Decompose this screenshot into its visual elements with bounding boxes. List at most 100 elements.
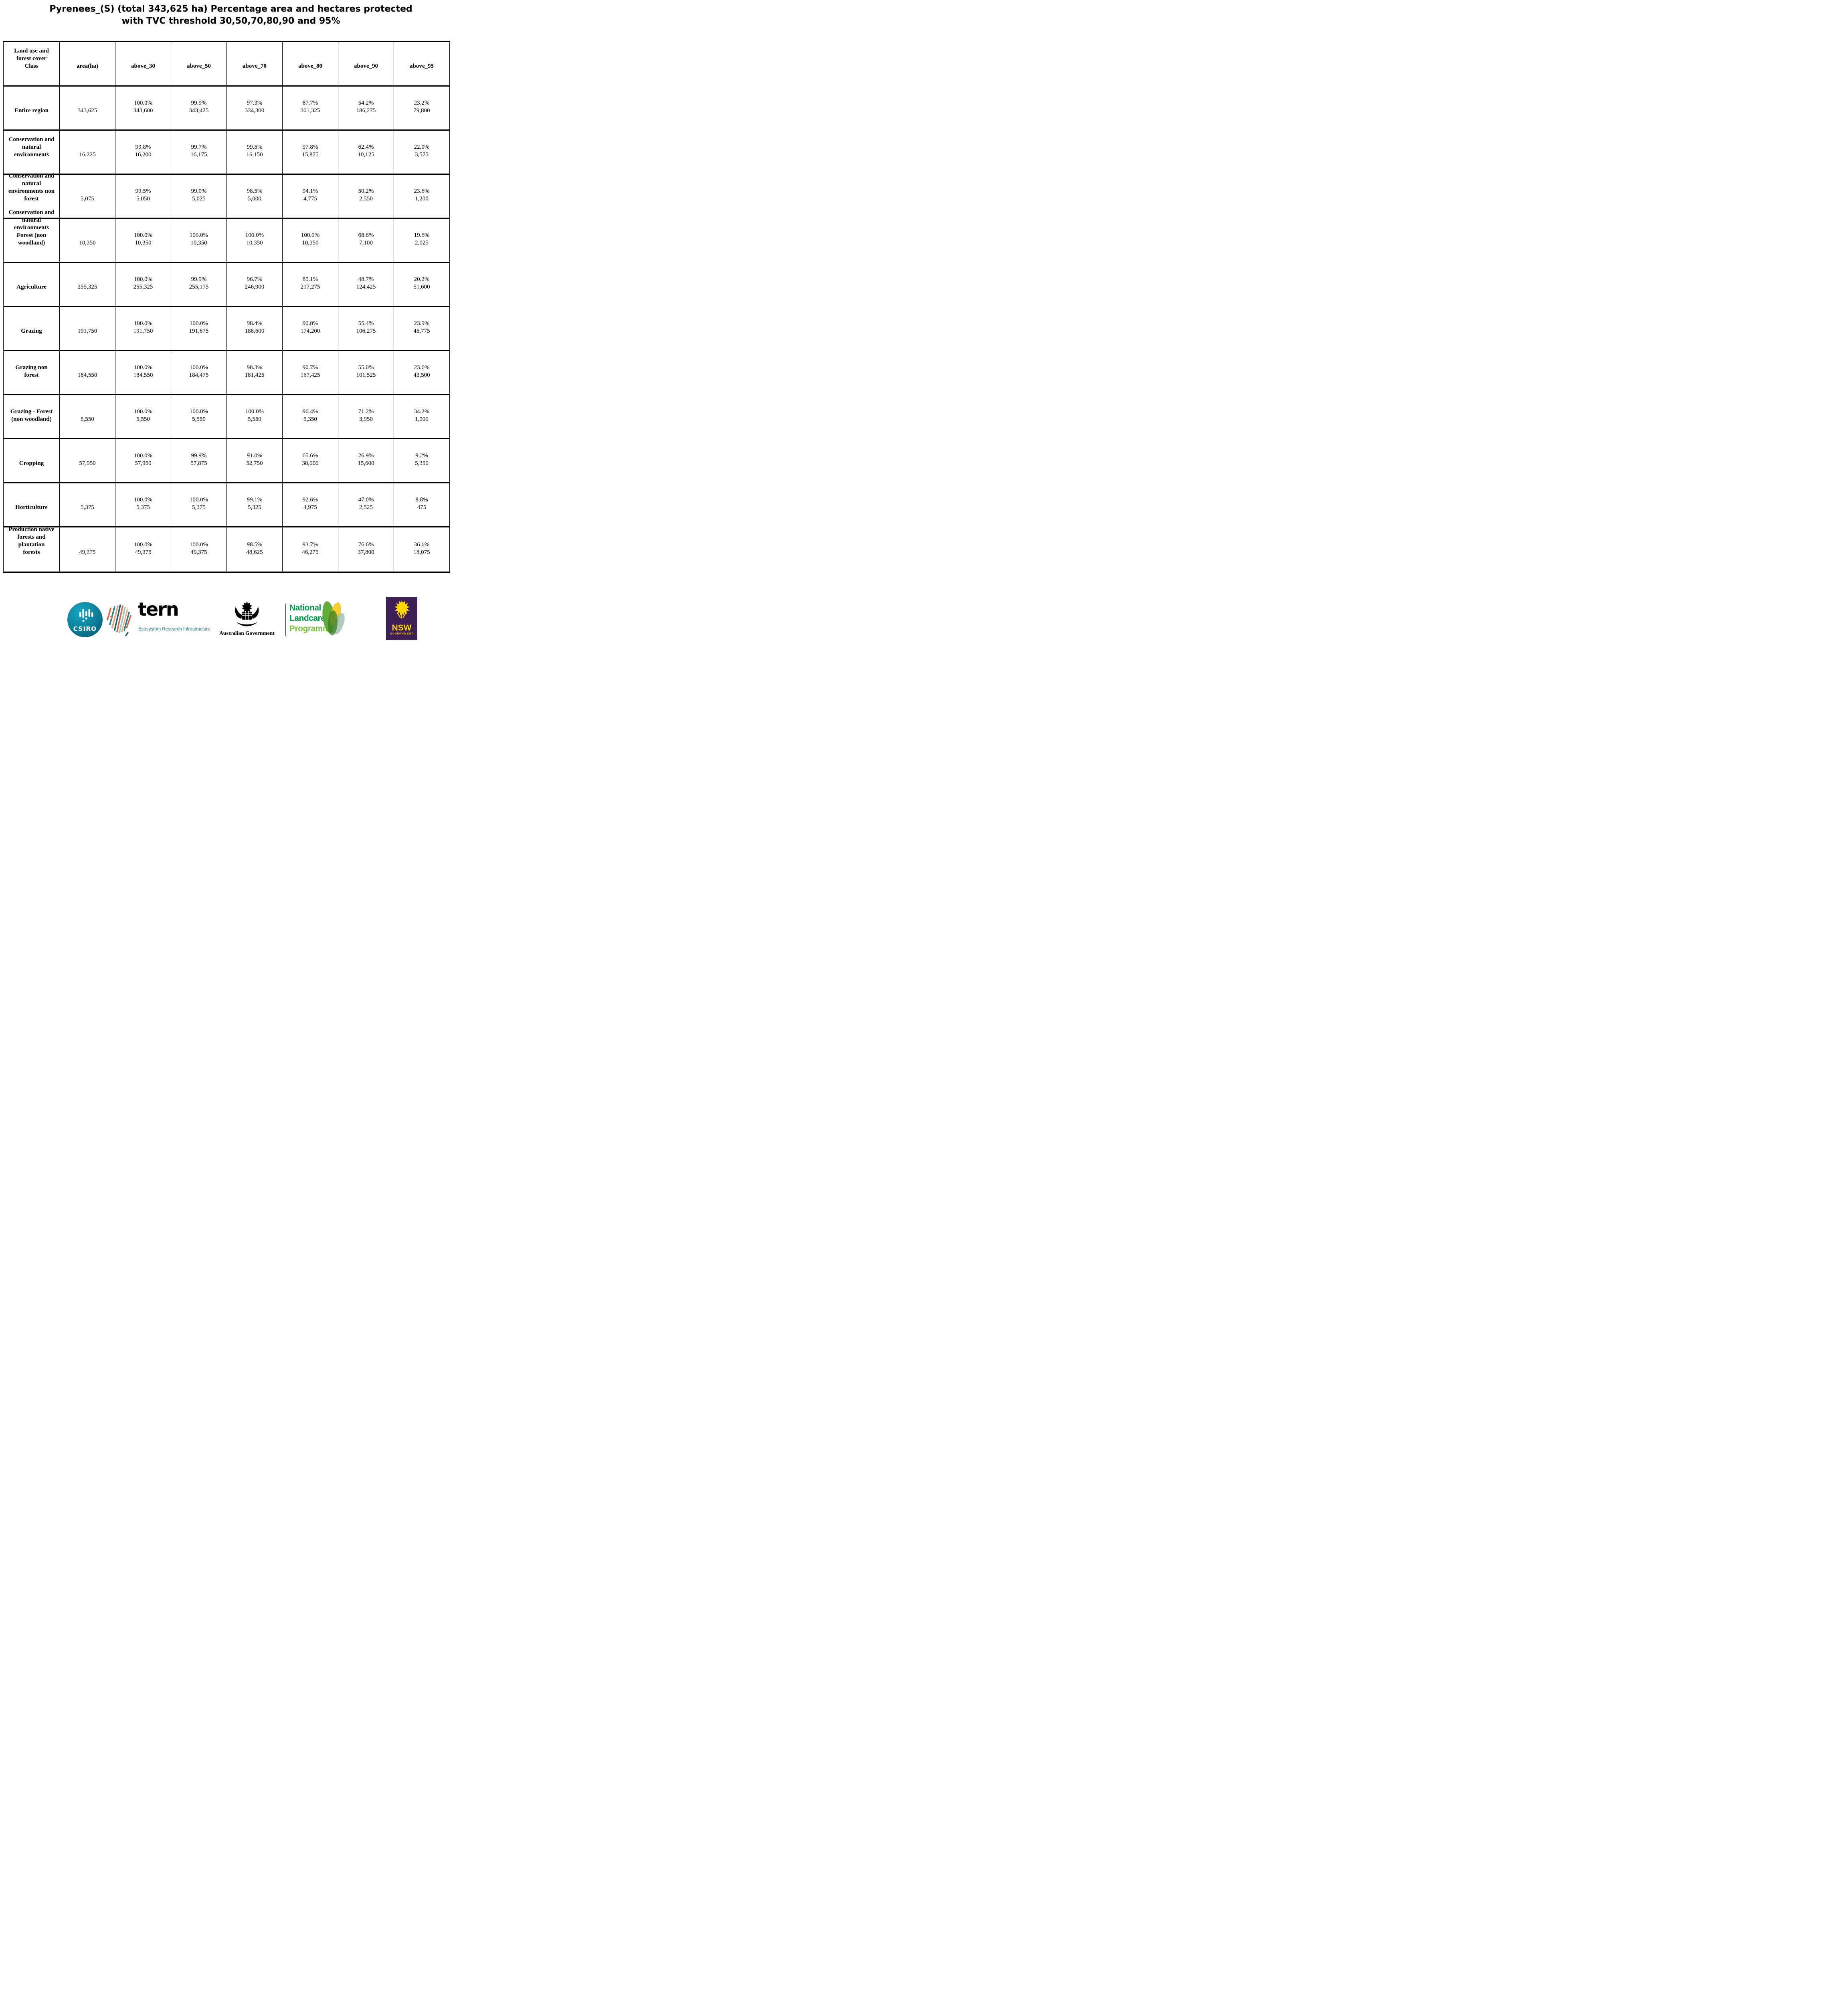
data-cell: 71.2% 3,950 <box>338 395 394 438</box>
threshold-values: 96.7% 246,900 <box>227 276 282 291</box>
column-header-label: above_50 <box>187 63 211 70</box>
percent-value: 71.2% <box>358 408 374 415</box>
data-cell: 100.0% 343,600 <box>115 87 171 129</box>
page-title-line1: Pyrenees_(S) (total 343,625 ha) Percenta… <box>49 4 412 14</box>
percent-value: 23.9% <box>414 320 430 327</box>
data-cell: 96.4% 5,350 <box>282 395 338 438</box>
threshold-values: 87.7% 301,325 <box>283 99 338 115</box>
threshold-values: 91.0% 52,750 <box>227 452 282 467</box>
percent-value: 8.8% <box>415 496 428 503</box>
hectare-value: 174,200 <box>300 327 320 334</box>
hectare-value: 2,025 <box>415 239 429 246</box>
data-cell: 92.6% 4,975 <box>282 483 338 526</box>
percent-value: 98.5% <box>247 188 263 194</box>
hectare-value: 10,350 <box>246 239 263 246</box>
data-cell: 99.9% 343,425 <box>171 87 226 129</box>
percent-value: 90.8% <box>302 320 318 327</box>
data-cell: 100.0% 10,350 <box>226 219 282 262</box>
percent-value: 98.4% <box>247 320 263 327</box>
nsw-government-logo: NSW GOVERNMENT <box>386 597 417 640</box>
hectare-value: 5,375 <box>136 504 150 511</box>
data-cell: 97.3% 334,300 <box>226 87 282 129</box>
threshold-values: 99.5% 16,150 <box>227 143 282 159</box>
percent-value: 85.1% <box>302 276 318 283</box>
percent-value: 100.0% <box>189 496 208 503</box>
table-row: Horticulture 5,375 100.0% 5,375 100.0% 5,375 9… <box>4 482 449 526</box>
table-row: Conservation and natural environments non f… <box>4 173 449 218</box>
area-value: 10,350 <box>79 239 96 246</box>
data-cell: 54.2% 186,275 <box>338 87 394 129</box>
data-cell: 26.9% 15,600 <box>338 439 394 482</box>
percent-value: 100.0% <box>301 232 320 238</box>
row-label-cell: Grazing <box>4 307 59 350</box>
hectare-value: 5,550 <box>248 416 261 422</box>
threshold-values: 99.0% 5,025 <box>172 188 226 203</box>
landcare-line1: National <box>289 603 321 612</box>
hectare-value: 5,375 <box>192 504 206 511</box>
row-label: Grazing <box>21 327 42 334</box>
data-cell: 93.7% 46,275 <box>282 527 338 572</box>
threshold-values: 98.5% 5,000 <box>227 188 282 203</box>
threshold-values: 100.0% 191,750 <box>116 320 170 335</box>
data-cell: 100.0% 10,350 <box>115 219 171 262</box>
data-cell: 100.0% 5,550 <box>171 395 226 438</box>
area-cell: 49,375 <box>59 527 115 572</box>
column-header-label: above_30 <box>131 63 155 70</box>
column-header: above_70 <box>226 42 282 85</box>
threshold-values: 100.0% 49,375 <box>172 541 226 556</box>
column-header-label: Land use and forest cover Class <box>14 48 49 70</box>
percent-value: 100.0% <box>133 364 153 371</box>
table-header-row: Land use and forest cover Class area(ha) abo… <box>4 42 449 85</box>
percent-value: 26.9% <box>358 452 374 459</box>
threshold-values: 93.7% 46,275 <box>283 541 338 556</box>
hectare-value: 46,275 <box>302 549 319 556</box>
percent-value: 23.2% <box>414 99 430 106</box>
percent-value: 55.4% <box>358 320 374 327</box>
hectare-value: 3,575 <box>415 151 429 158</box>
percent-value: 92.6% <box>302 496 318 503</box>
percent-value: 23.6% <box>414 188 430 194</box>
data-cell: 65.6% 38,000 <box>282 439 338 482</box>
hectare-value: 255,325 <box>133 283 153 290</box>
hectare-value: 5,050 <box>136 195 150 202</box>
csiro-logo: CSIRO <box>67 602 103 637</box>
column-header-label: above_90 <box>354 63 378 70</box>
csiro-circle-icon <box>67 602 103 637</box>
threshold-values: 8.8% 475 <box>394 496 449 511</box>
threshold-values: 23.6% 1,200 <box>394 188 449 203</box>
hectare-value: 2,550 <box>359 195 373 202</box>
table-row: Grazing - Forest (non woodland) 5,550 100.0… <box>4 394 449 438</box>
percent-value: 68.6% <box>358 232 374 238</box>
threshold-values: 100.0% 343,600 <box>116 99 170 115</box>
threshold-values: 68.6% 7,100 <box>339 232 393 247</box>
data-cell: 100.0% 49,375 <box>115 527 171 572</box>
threshold-values: 65.6% 38,000 <box>283 452 338 467</box>
australian-government-label: Australian Government <box>219 630 275 636</box>
tern-map-icon <box>107 604 131 636</box>
hectare-value: 16,200 <box>135 151 152 158</box>
area-cell: 343,625 <box>59 87 115 129</box>
data-cell: 98.5% 5,000 <box>226 175 282 218</box>
threshold-values: 9.2% 5,350 <box>394 452 449 467</box>
data-cell: 99.7% 16,175 <box>171 131 226 174</box>
hectare-value: 334,300 <box>245 107 265 114</box>
data-cell: 97.8% 15,875 <box>282 131 338 174</box>
area-cell: 191,750 <box>59 307 115 350</box>
threshold-values: 97.3% 334,300 <box>227 99 282 115</box>
csiro-label: CSIRO <box>73 625 97 632</box>
threshold-values: 97.8% 15,875 <box>283 143 338 159</box>
data-cell: 99.8% 16,200 <box>115 131 171 174</box>
threshold-values: 20.2% 51,600 <box>394 276 449 291</box>
area-value: 5,375 <box>81 504 94 511</box>
threshold-values: 100.0% 5,550 <box>227 408 282 423</box>
data-cell: 87.7% 301,325 <box>282 87 338 129</box>
threshold-values: 26.9% 15,600 <box>339 452 393 467</box>
data-cell: 99.1% 5,325 <box>226 483 282 526</box>
row-label: Horticulture <box>15 504 48 511</box>
column-header: above_30 <box>115 42 171 85</box>
percent-value: 99.8% <box>135 143 151 150</box>
row-label-cell: Grazing non forest <box>4 351 59 394</box>
data-cell: 100.0% 57,950 <box>115 439 171 482</box>
percent-value: 62.4% <box>358 143 374 150</box>
hectare-value: 57,875 <box>190 460 207 467</box>
